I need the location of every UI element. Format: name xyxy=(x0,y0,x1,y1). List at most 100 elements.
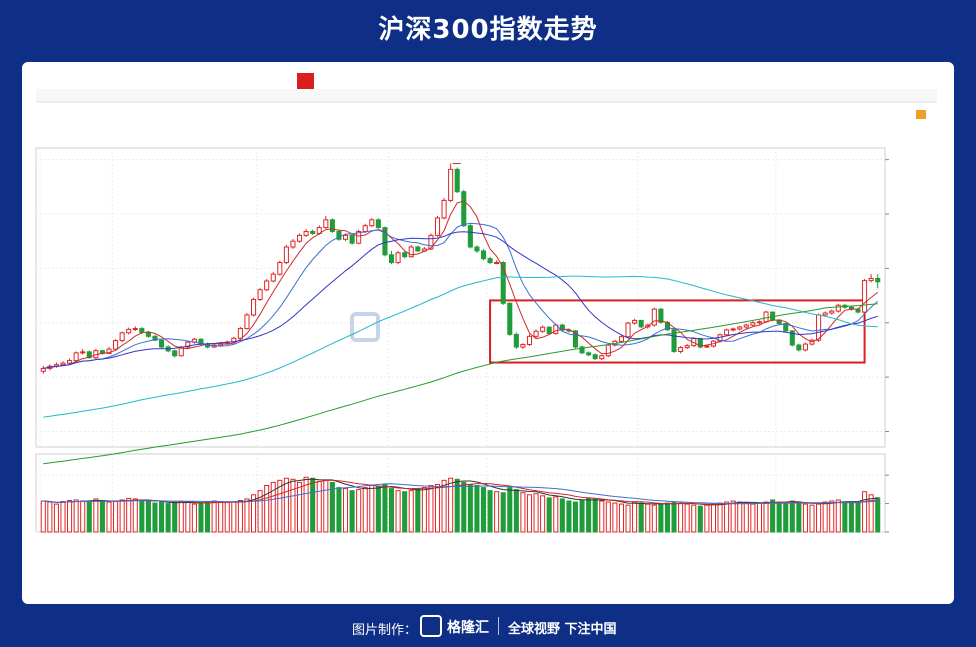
candle-body xyxy=(250,298,257,316)
vol-ma20-line xyxy=(43,483,878,505)
candle-body xyxy=(855,308,861,313)
candle-body xyxy=(159,339,165,348)
volume-bar xyxy=(526,494,533,533)
candle-body xyxy=(618,336,625,342)
volume-bar xyxy=(572,501,579,533)
volume-bar xyxy=(546,497,552,533)
candle-body xyxy=(152,335,158,341)
volume-bar xyxy=(323,479,329,533)
volume-bar xyxy=(264,485,270,533)
candle-body xyxy=(487,258,493,264)
volume-bar xyxy=(277,479,283,533)
candle-body xyxy=(113,340,119,350)
candle-body xyxy=(395,252,401,264)
volume-bar xyxy=(434,483,441,533)
volume-bar xyxy=(553,496,559,533)
volume-bar xyxy=(303,476,309,533)
volume-bar xyxy=(579,499,585,533)
candle-body xyxy=(277,262,283,275)
volume-bar xyxy=(829,500,835,533)
volume-bar xyxy=(612,502,618,533)
candle-body xyxy=(126,328,132,334)
volume-bar xyxy=(67,499,73,533)
candle-body xyxy=(283,246,289,264)
candle-body xyxy=(684,345,690,349)
ma10-line xyxy=(43,222,879,369)
volume-bar xyxy=(119,499,125,533)
volume-bar xyxy=(566,500,572,533)
volume-bar xyxy=(651,504,657,533)
volume-bar xyxy=(710,503,716,533)
volume-bar xyxy=(290,478,296,533)
volume-bar xyxy=(454,478,460,533)
candle-body xyxy=(323,219,329,229)
vol-ma10-line xyxy=(43,479,878,505)
page-title: 沪深300指数走势 xyxy=(378,15,598,45)
volume-bar xyxy=(448,477,454,533)
candle-body xyxy=(244,314,250,330)
volume-bar xyxy=(53,503,59,533)
candle-body xyxy=(329,219,335,232)
price-panel-frame xyxy=(35,147,886,448)
volume-bar xyxy=(336,487,342,533)
candle-body xyxy=(119,332,125,342)
volume-bar xyxy=(605,501,611,533)
candle-body xyxy=(237,328,243,339)
volume-bar xyxy=(159,501,165,533)
candle-body xyxy=(796,344,802,351)
candle-body xyxy=(349,234,355,244)
volume-bar xyxy=(848,502,854,533)
volume-bar xyxy=(684,503,690,533)
candle-body xyxy=(533,330,539,337)
candle-body xyxy=(73,352,79,362)
candle-body xyxy=(789,330,795,346)
candle-body xyxy=(185,341,191,348)
volume-bar xyxy=(599,500,605,533)
candle-body xyxy=(651,308,657,326)
candle-body xyxy=(139,328,145,333)
candle-body xyxy=(467,225,473,248)
candle-body xyxy=(829,310,835,314)
candle-body xyxy=(605,344,611,357)
volume-bar xyxy=(625,504,631,533)
volume-bar xyxy=(441,479,447,533)
volume-bar xyxy=(618,503,625,533)
volume-bar xyxy=(802,503,808,533)
volume-bar xyxy=(349,490,355,533)
volume-bar xyxy=(244,498,250,533)
candle-body xyxy=(743,324,749,328)
candle-body xyxy=(599,355,605,360)
volume-bar xyxy=(540,495,546,533)
volume-bar xyxy=(592,498,598,533)
candle-body xyxy=(60,362,66,366)
lock-icon[interactable] xyxy=(916,110,926,119)
volume-bar xyxy=(356,489,362,533)
volume-bar xyxy=(678,502,684,533)
candle-body xyxy=(816,314,822,341)
ma120-line xyxy=(43,303,878,465)
volume-bar xyxy=(632,501,638,533)
candle-body xyxy=(415,246,421,252)
volume-bar xyxy=(750,503,756,533)
volume-bar xyxy=(671,501,677,533)
logo-icon xyxy=(420,615,442,637)
candle-body xyxy=(264,280,270,291)
candle-body xyxy=(507,302,513,335)
volume-bar xyxy=(185,502,191,533)
volume-bar xyxy=(474,485,480,533)
volume-bar xyxy=(198,502,204,533)
candle-body xyxy=(592,354,598,360)
candle-body xyxy=(704,345,710,348)
volume-bar xyxy=(697,505,703,533)
candle-body xyxy=(106,348,112,354)
candle-body xyxy=(257,289,263,300)
footer-logo-text: 格隆汇 xyxy=(447,620,489,636)
volume-bar xyxy=(126,497,132,533)
volume-bar xyxy=(47,501,53,533)
volume-bar xyxy=(875,497,881,533)
volume-bar xyxy=(487,490,493,533)
volume-bar xyxy=(500,492,506,533)
volume-bar xyxy=(310,477,316,533)
volume-bar xyxy=(415,488,421,533)
volume-bar xyxy=(375,486,381,533)
